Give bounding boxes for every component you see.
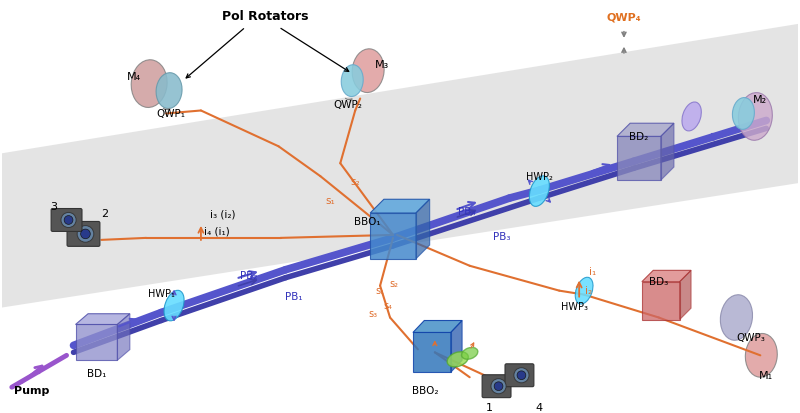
Text: i₃ (i₂): i₃ (i₂) — [210, 209, 235, 218]
Polygon shape — [75, 314, 130, 325]
Text: PB₂: PB₂ — [240, 270, 258, 280]
Ellipse shape — [733, 98, 754, 130]
Text: QWP₁: QWP₁ — [157, 109, 186, 119]
Text: BBO₁: BBO₁ — [354, 216, 381, 226]
Circle shape — [517, 371, 526, 380]
Text: i₄ (i₁): i₄ (i₁) — [204, 226, 230, 236]
Polygon shape — [642, 271, 691, 282]
Text: PB₃: PB₃ — [493, 231, 510, 241]
Polygon shape — [2, 25, 798, 308]
Polygon shape — [416, 200, 430, 259]
Ellipse shape — [575, 278, 593, 304]
Text: M₂: M₂ — [754, 94, 767, 104]
FancyBboxPatch shape — [505, 364, 534, 387]
FancyBboxPatch shape — [67, 222, 100, 247]
Ellipse shape — [682, 103, 702, 132]
Text: QWP₂: QWP₂ — [334, 99, 362, 109]
Text: i₁: i₁ — [590, 266, 597, 276]
Text: i₂: i₂ — [585, 285, 592, 295]
Circle shape — [77, 226, 94, 243]
Circle shape — [81, 230, 90, 239]
Ellipse shape — [164, 291, 184, 321]
Text: QWP₄: QWP₄ — [606, 13, 642, 23]
Text: 3: 3 — [50, 202, 57, 211]
Text: PB₁: PB₁ — [285, 291, 302, 301]
Text: s₂: s₂ — [390, 278, 398, 288]
Circle shape — [514, 368, 529, 383]
Text: PB₄: PB₄ — [458, 206, 475, 216]
Polygon shape — [450, 321, 462, 373]
Text: BD₁: BD₁ — [86, 368, 106, 378]
Circle shape — [491, 379, 506, 394]
FancyBboxPatch shape — [51, 209, 82, 232]
Text: Pump: Pump — [14, 385, 50, 395]
Text: M₃: M₃ — [375, 59, 390, 69]
Ellipse shape — [746, 334, 778, 377]
Text: HWP₃: HWP₃ — [561, 301, 588, 311]
Ellipse shape — [156, 74, 182, 109]
Ellipse shape — [462, 348, 478, 359]
Ellipse shape — [447, 352, 468, 367]
Text: s₄: s₄ — [383, 300, 393, 310]
Polygon shape — [370, 214, 416, 259]
Text: BD₂: BD₂ — [630, 132, 649, 142]
Polygon shape — [118, 314, 130, 361]
Polygon shape — [370, 200, 430, 214]
Polygon shape — [413, 332, 450, 373]
Text: M₄: M₄ — [127, 71, 142, 81]
Circle shape — [61, 213, 76, 228]
Polygon shape — [617, 137, 661, 181]
Text: BBO₂: BBO₂ — [412, 385, 438, 395]
Text: QWP₃: QWP₃ — [736, 332, 765, 343]
Circle shape — [494, 382, 503, 391]
Ellipse shape — [342, 66, 363, 97]
Ellipse shape — [530, 176, 550, 207]
Ellipse shape — [720, 295, 753, 340]
Polygon shape — [680, 271, 691, 320]
Polygon shape — [661, 124, 674, 181]
Ellipse shape — [131, 61, 167, 108]
Polygon shape — [413, 321, 462, 332]
Ellipse shape — [352, 50, 384, 93]
Ellipse shape — [738, 93, 772, 141]
Text: s₂: s₂ — [350, 177, 360, 187]
FancyBboxPatch shape — [482, 375, 511, 398]
Text: s₃: s₃ — [369, 308, 378, 318]
Text: 2: 2 — [101, 209, 108, 218]
Circle shape — [64, 216, 73, 225]
Polygon shape — [75, 325, 118, 361]
Text: 4: 4 — [536, 402, 543, 412]
Text: M₁: M₁ — [759, 370, 774, 380]
Text: BD₃: BD₃ — [649, 276, 669, 286]
Text: s₁: s₁ — [375, 285, 385, 295]
Text: 1: 1 — [486, 402, 493, 412]
Text: HWP₁: HWP₁ — [148, 288, 174, 298]
Text: HWP₂: HWP₂ — [526, 172, 553, 182]
Text: s₁: s₁ — [326, 196, 335, 206]
Polygon shape — [642, 282, 680, 320]
Text: Pol Rotators: Pol Rotators — [222, 10, 309, 24]
Polygon shape — [617, 124, 674, 137]
